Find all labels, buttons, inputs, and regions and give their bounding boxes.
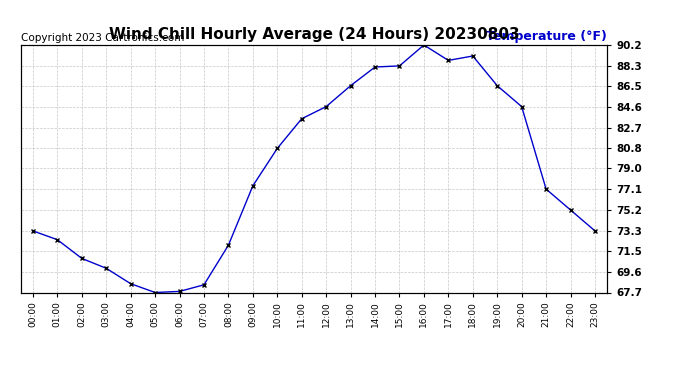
Text: Temperature (°F): Temperature (°F) [486, 30, 607, 42]
Text: Copyright 2023 Cartronics.com: Copyright 2023 Cartronics.com [21, 33, 184, 42]
Title: Wind Chill Hourly Average (24 Hours) 20230803: Wind Chill Hourly Average (24 Hours) 202… [108, 27, 520, 42]
